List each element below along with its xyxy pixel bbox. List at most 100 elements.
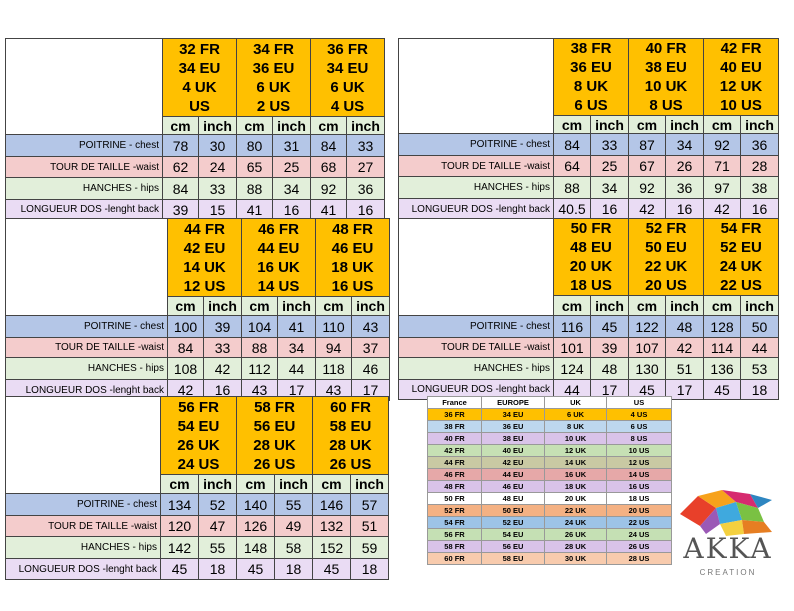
unit-inch: inch bbox=[590, 115, 629, 134]
size-header: 44 FR 42 EU 14 UK 12 US bbox=[167, 218, 242, 297]
measure-value: 24 bbox=[198, 156, 237, 178]
conversion-cell: 16 UK bbox=[544, 468, 607, 481]
measure-value: 48 bbox=[665, 315, 704, 338]
logo-wordmark: AKKA bbox=[683, 532, 773, 565]
conversion-cell: 20 US bbox=[606, 504, 672, 517]
conversion-row: 60 FR 58 EU 30 UK 28 US bbox=[427, 552, 672, 565]
measure-value: 45 bbox=[160, 558, 199, 580]
measure-value: 18 bbox=[740, 379, 779, 400]
conversion-cell: 48 EU bbox=[481, 492, 545, 505]
conversion-cell: 36 EU bbox=[481, 420, 545, 433]
measure-value: 16 bbox=[740, 198, 779, 220]
measure-value: 65 bbox=[236, 156, 273, 178]
conversion-cell: 60 FR bbox=[427, 552, 482, 565]
conversion-row: 52 FR 50 EU 22 UK 20 US bbox=[427, 504, 672, 517]
size-label: 18 UK bbox=[331, 258, 374, 276]
measure-value: 17 bbox=[665, 379, 704, 400]
measure-row-chest: POITRINE - chest 116 45 122 48 128 50 bbox=[398, 315, 779, 338]
conversion-header: EUROPE bbox=[481, 396, 545, 409]
size-header: 50 FR 48 EU 20 UK 18 US bbox=[553, 218, 629, 296]
measure-row-chest: POITRINE - chest 78 30 80 31 84 33 bbox=[5, 134, 385, 157]
conversion-cell: 14 US bbox=[606, 468, 672, 481]
size-label: 36 EU bbox=[570, 59, 612, 76]
conversion-cell: 44 FR bbox=[427, 456, 482, 469]
size-label: 26 US bbox=[329, 455, 372, 473]
unit-inch: inch bbox=[346, 116, 385, 135]
conversion-cell: 58 FR bbox=[427, 540, 482, 553]
unit-inch: inch bbox=[350, 474, 389, 494]
measure-row-hips: HANCHES - hips 108 42 112 44 118 46 bbox=[5, 357, 390, 380]
measure-value: 38 bbox=[740, 176, 779, 199]
measure-value: 116 bbox=[553, 315, 591, 338]
size-label: 48 EU bbox=[570, 239, 612, 256]
measure-value: 43 bbox=[315, 379, 352, 401]
unit-row: cm inch cm inch cm inch bbox=[6, 296, 390, 316]
measure-value: 34 bbox=[665, 133, 704, 156]
measure-value: 18 bbox=[350, 558, 389, 580]
conversion-cell: 46 FR bbox=[427, 468, 482, 481]
size-table[interactable]: 32 FR 34 EU 4 UK US 34 FR 36 EU 6 UK 2 US 36 FR 3… bbox=[5, 38, 385, 220]
size-table[interactable]: 38 FR 36 EU 8 UK 6 US 40 FR 38 EU 10 UK 8 US 42 … bbox=[398, 38, 779, 220]
measure-value: 36 bbox=[740, 133, 779, 156]
measure-value: 92 bbox=[310, 177, 347, 200]
measure-row-back-length: LONGUEUR DOS -lenght back 45 18 45 18 45 18 bbox=[5, 558, 389, 580]
measure-value: 110 bbox=[315, 315, 352, 338]
measure-value: 33 bbox=[203, 337, 242, 358]
size-label: 22 UK bbox=[644, 258, 688, 275]
measure-value: 16 bbox=[272, 199, 311, 220]
row-label: TOUR DE TAILLE -waist bbox=[398, 155, 554, 177]
measure-value: 112 bbox=[241, 357, 278, 380]
akka-logo: AKKA CREATION bbox=[672, 488, 784, 588]
size-label: 54 FR bbox=[720, 220, 762, 237]
measure-value: 80 bbox=[236, 134, 273, 157]
size-table[interactable]: 50 FR 48 EU 20 UK 18 US 52 FR 50 EU 22 UK 20 US… bbox=[398, 218, 779, 400]
row-label: TOUR DE TAILLE -waist bbox=[398, 337, 554, 358]
size-header: 56 FR 54 EU 26 UK 24 US bbox=[160, 396, 237, 475]
size-label: 48 FR bbox=[332, 220, 373, 238]
unit-cm: cm bbox=[236, 116, 273, 135]
measure-value: 107 bbox=[628, 337, 666, 358]
measure-value: 18 bbox=[198, 558, 237, 580]
measure-value: 92 bbox=[703, 133, 741, 156]
measure-value: 16 bbox=[346, 199, 385, 220]
size-table[interactable]: 56 FR 54 EU 26 UK 24 US 58 FR 56 EU 28 UK 26 US… bbox=[5, 396, 389, 580]
size-label: 10 US bbox=[720, 97, 762, 114]
measure-row-waist: TOUR DE TAILLE -waist 84 33 88 34 94 37 bbox=[5, 337, 390, 358]
measure-value: 45 bbox=[312, 558, 351, 580]
size-header-row: 38 FR 36 EU 8 UK 6 US 40 FR 38 EU 10 UK 8 US 42 … bbox=[398, 38, 779, 134]
measure-value: 45 bbox=[703, 379, 741, 400]
measure-value: 42 bbox=[665, 337, 704, 358]
size-header-row: 32 FR 34 EU 4 UK US 34 FR 36 EU 6 UK 2 US 36 FR 3… bbox=[5, 38, 385, 135]
conversion-cell: 56 FR bbox=[427, 528, 482, 541]
measure-value: 148 bbox=[236, 536, 275, 559]
measure-row-back-length: LONGUEUR DOS -lenght back 40.5 16 42 16 42 16 bbox=[398, 198, 779, 220]
conversion-cell: 46 EU bbox=[481, 480, 545, 493]
size-label: 38 FR bbox=[570, 40, 612, 57]
measure-row-hips: HANCHES - hips 88 34 92 36 97 38 bbox=[398, 176, 779, 199]
size-label: 14 UK bbox=[183, 258, 226, 276]
size-table[interactable]: 44 FR 42 EU 14 UK 12 US 46 FR 44 EU 16 UK 14 US… bbox=[5, 218, 390, 401]
size-header: 58 FR 56 EU 28 UK 26 US bbox=[236, 396, 313, 475]
measure-value: 108 bbox=[167, 357, 204, 380]
conversion-cell: 56 EU bbox=[481, 540, 545, 553]
conversion-row: 38 FR 36 EU 8 UK 6 US bbox=[427, 420, 672, 433]
conversion-row: 56 FR 54 EU 26 UK 24 US bbox=[427, 528, 672, 541]
conversion-row: 42 FR 40 EU 12 UK 10 US bbox=[427, 444, 672, 457]
measure-value: 100 bbox=[167, 315, 204, 338]
size-header: 38 FR 36 EU 8 UK 6 US bbox=[553, 38, 629, 116]
blank-cell bbox=[5, 396, 161, 494]
conversion-cell: 6 US bbox=[606, 420, 672, 433]
unit-inch: inch bbox=[198, 474, 237, 494]
measure-value: 42 bbox=[203, 357, 242, 380]
size-label: 20 UK bbox=[569, 258, 613, 275]
conversion-cell: 24 UK bbox=[544, 516, 607, 529]
measure-value: 94 bbox=[315, 337, 352, 358]
conversion-cell: 42 EU bbox=[481, 456, 545, 469]
row-label: HANCHES - hips bbox=[5, 177, 163, 200]
unit-cm: cm bbox=[628, 115, 666, 134]
unit-inch: inch bbox=[665, 295, 704, 316]
logo-subtitle: CREATION bbox=[699, 568, 757, 577]
measure-value: 39 bbox=[162, 199, 199, 220]
row-label: HANCHES - hips bbox=[398, 357, 554, 380]
measure-value: 55 bbox=[274, 493, 313, 516]
